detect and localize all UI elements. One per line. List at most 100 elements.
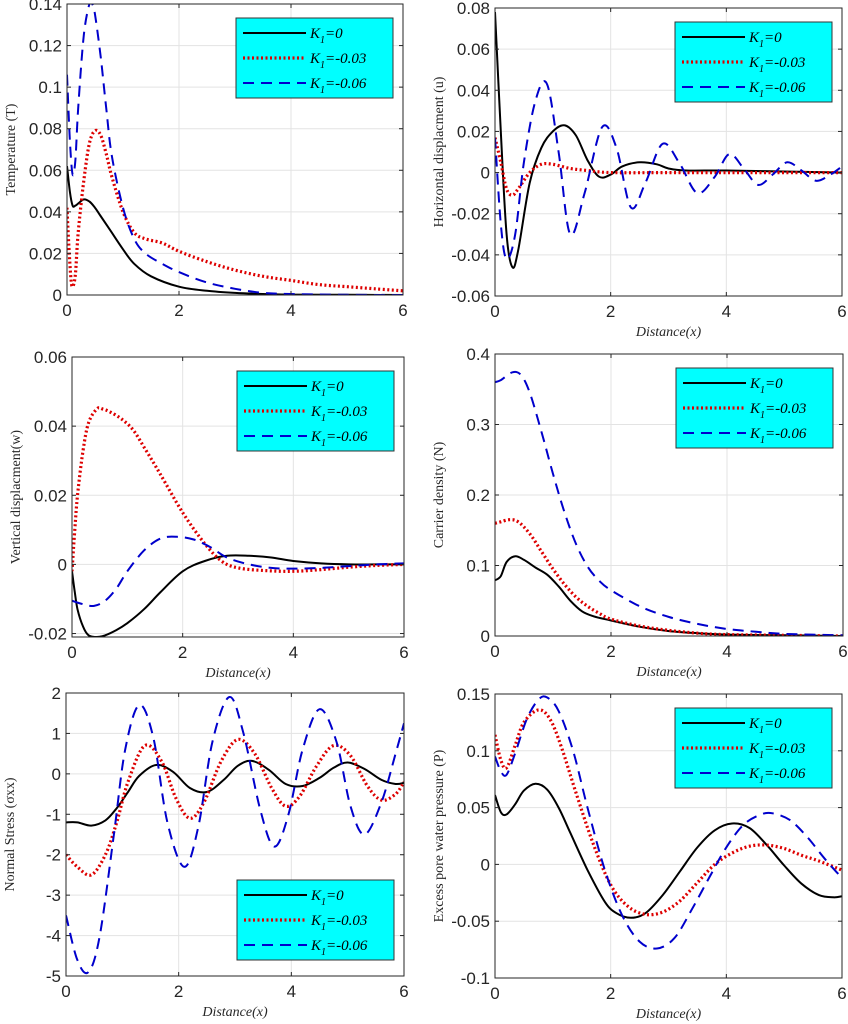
y-tick-label: 0	[481, 164, 490, 183]
legend-label-2: K1=-0.03	[748, 55, 805, 75]
legend-label-1: K1=0	[310, 888, 344, 908]
chart-panel-6: 0 2 4 6 -0.1 -0.05 0 0.05 0.1 0.15 Distance(x) Exce…	[432, 685, 847, 1022]
chart-panel-2: 0 2 4 6 -0.06 -0.04 -0.02 0 0.02 0.04 0.06 0.08 Dist…	[432, 0, 847, 340]
series-line-1	[495, 555, 843, 636]
y-tick-label: -2	[46, 846, 61, 865]
chart-panel-3: 0 2 4 6-0.0200.020.040.06Distance(x)Vertica…	[9, 348, 409, 681]
x-axis-label: Distance(x)	[635, 665, 702, 680]
x-tick-label: 6	[837, 984, 846, 1003]
series-line-3	[66, 696, 404, 975]
x-tick-label: 6	[838, 642, 847, 661]
x-tick-label: 2	[178, 643, 187, 662]
x-axis-label: Distance(x)	[201, 1005, 268, 1020]
y-axis-label: Normal Stress (σxx)	[3, 777, 18, 891]
legend-label-1: K1=0	[749, 376, 783, 396]
x-tick-label: 4	[722, 302, 731, 321]
legend-label-2: K1=-0.03	[310, 913, 367, 933]
chart-panel-5: 0 2 4 6 -5 -4 -3 -2 -1 0 1 2 Distance(x) Normal Stres…	[3, 684, 409, 1020]
legend-label-1: K1=0	[748, 30, 782, 50]
y-tick-label: 1	[52, 724, 61, 743]
y-tick-label: 0	[52, 765, 61, 784]
series-group	[495, 370, 843, 636]
series-line-2	[66, 737, 404, 877]
y-tick-label: 0.1	[466, 742, 490, 761]
y-tick-label: 0.04	[29, 203, 62, 222]
legend: K1=0 K1=-0.03 K1=-0.06	[236, 370, 395, 452]
x-tick-label: 4	[286, 301, 295, 320]
legend-label-2: K1=-0.03	[309, 51, 366, 71]
y-tick-label: 0.15	[457, 685, 490, 704]
series-line-2	[495, 708, 842, 917]
y-tick-label: -0.05	[451, 912, 490, 931]
y-tick-label: 0.1	[466, 557, 490, 576]
legend-label-3: K1=-0.06	[748, 766, 806, 786]
series-line-3	[495, 695, 842, 950]
legend-label-3: K1=-0.06	[748, 80, 806, 100]
axis-box	[494, 7, 843, 297]
y-axis-label: Vertical displacment(w)	[9, 430, 24, 564]
y-tick-label: 0.05	[457, 799, 490, 818]
x-tick-label: 6	[399, 982, 408, 1001]
y-tick-label: 0.02	[457, 122, 490, 141]
y-tick-label: 0.2	[466, 486, 490, 505]
series-group	[495, 695, 842, 950]
y-tick-label: -0.02	[28, 625, 67, 644]
chart-panel-1: 0 2 4 6 0 0.02 0.04 0.06 0.08 0.1 0.12 0.14 Temperat…	[4, 0, 408, 320]
x-tick-label: 6	[398, 301, 407, 320]
legend: K1=0 K1=-0.03 K1=-0.06	[675, 367, 834, 449]
y-tick-label: 0.4	[466, 345, 490, 364]
x-tick-label: 0	[61, 982, 70, 1001]
y-tick-label: 0	[481, 855, 490, 874]
series-line-2	[495, 518, 843, 636]
x-tick-label: 0	[490, 984, 499, 1003]
x-tick-label: 2	[606, 984, 615, 1003]
y-tick-label: 0	[53, 286, 62, 305]
y-tick-label: 0.08	[457, 0, 490, 18]
y-tick-label: -3	[46, 886, 61, 905]
y-tick-label: 0.3	[466, 416, 490, 435]
series-group	[495, 12, 842, 269]
axis-box	[65, 692, 405, 977]
axis-box	[494, 693, 843, 979]
series-line-1	[67, 165, 403, 295]
y-tick-label: 0	[481, 627, 490, 646]
x-axis-label: Distance(x)	[204, 666, 271, 681]
y-axis-label: Horizontal displacment (u)	[432, 76, 447, 227]
legend: K1=0 K1=-0.03 K1=-0.06	[236, 879, 395, 961]
legend-label-3: K1=-0.06	[309, 76, 367, 96]
y-tick-label: 0.08	[29, 120, 62, 139]
x-tick-label: 2	[174, 301, 183, 320]
series-line-3	[72, 535, 404, 608]
series-line-1	[72, 554, 404, 637]
y-tick-label: 0.06	[34, 348, 67, 367]
axis-box	[71, 356, 405, 638]
x-tick-label: 4	[722, 642, 731, 661]
x-tick-label: 2	[606, 302, 615, 321]
x-tick-label: 2	[606, 642, 615, 661]
y-tick-label: 0	[58, 555, 67, 574]
y-tick-label: 0.12	[29, 37, 62, 56]
series-line-3	[67, 4, 403, 295]
y-tick-label: -0.02	[451, 205, 490, 224]
legend: K1=0 K1=-0.03 K1=-0.06	[674, 707, 833, 789]
series-line-1	[495, 12, 842, 269]
x-tick-label: 2	[174, 982, 183, 1001]
y-tick-label: 0.04	[457, 81, 490, 100]
legend-label-2: K1=-0.03	[749, 401, 806, 421]
x-tick-label: 4	[289, 643, 298, 662]
chart-panel-4: 0 2 4 6 0 0.1 0.2 0.3 0.4 Distance(x) Carrier dens…	[432, 345, 848, 680]
legend-label-2: K1=-0.03	[310, 404, 367, 424]
legend-label-1: K1=0	[748, 716, 782, 736]
legend-label-1: K1=0	[309, 26, 343, 46]
series-group	[72, 406, 404, 637]
y-axis-label: Excess pore water pressure (P)	[432, 749, 447, 922]
y-axis-label: Carrier density (N)	[432, 441, 447, 548]
y-tick-label: -4	[46, 927, 61, 946]
legend-label-3: K1=-0.06	[749, 426, 807, 446]
legend-label-3: K1=-0.06	[310, 429, 368, 449]
legend-label-3: K1=-0.06	[310, 938, 368, 958]
x-tick-label: 0	[490, 302, 499, 321]
y-tick-label: -5	[46, 967, 61, 986]
x-tick-label: 0	[490, 642, 499, 661]
